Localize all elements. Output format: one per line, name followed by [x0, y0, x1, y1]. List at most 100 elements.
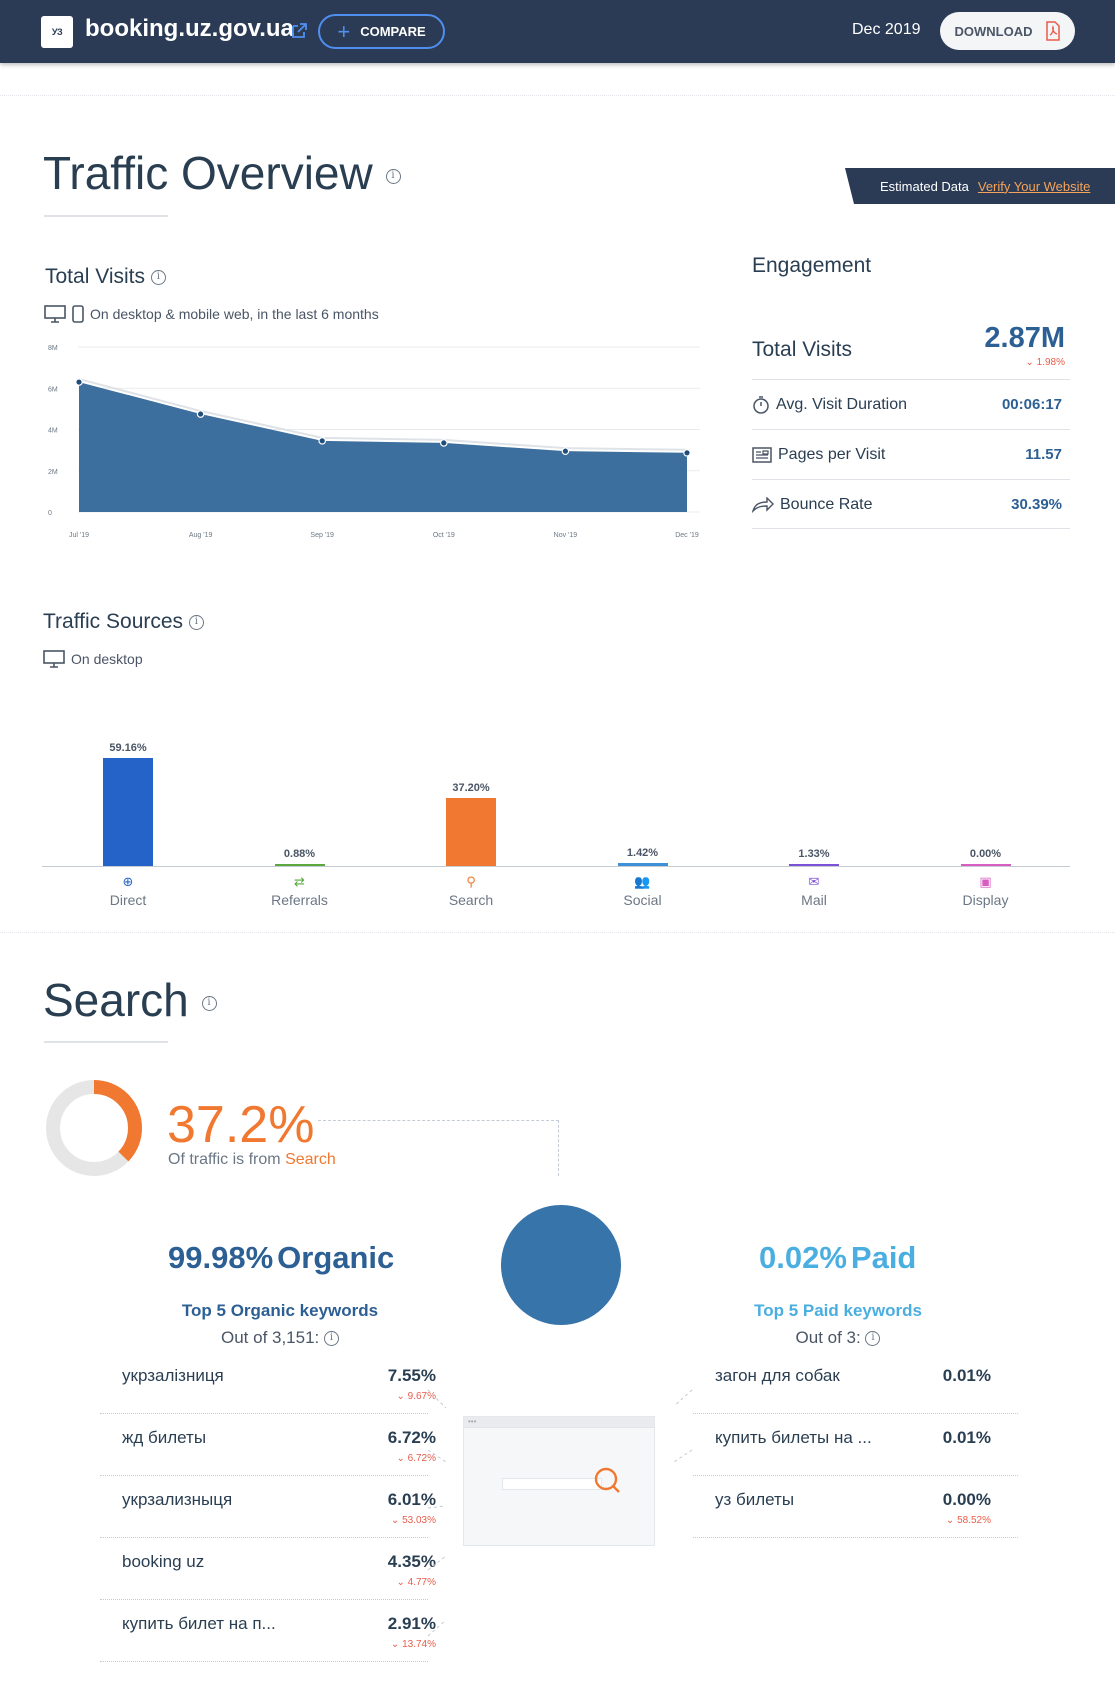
paid-keywords-title: Top 5 Paid keywords — [754, 1301, 922, 1320]
keyword-text: укрзализныця — [122, 1490, 233, 1509]
total-visits-chart: 0 2M 4M 6M 8M Jul '19 Aug '19 Sep '19 Oct '19 Nov… — [48, 345, 700, 539]
source-bar[interactable] — [789, 863, 839, 866]
traffic-sources-title: Traffic Sources i — [43, 610, 204, 634]
keyword-row[interactable]: уз билеты 0.00% ⌄ 58.52% — [693, 1478, 1018, 1538]
keyword-row[interactable]: укрзалізниця 7.55% ⌄ 9.67% — [100, 1354, 436, 1414]
source-pct-label: 0.00% — [969, 848, 1002, 860]
y-tick-label: 6M — [48, 386, 58, 393]
title-underline — [44, 1041, 168, 1043]
visits-point — [318, 437, 327, 445]
search-icon: ⚲ — [466, 874, 476, 889]
desktop-icon — [44, 305, 66, 323]
keyword-text: загон для собак — [715, 1366, 840, 1385]
organic-label: Organic — [277, 1240, 395, 1275]
visits-point — [683, 449, 691, 457]
search-share-caption: Of traffic is from Search — [168, 1151, 336, 1169]
download-button[interactable]: DOWNLOAD — [940, 12, 1075, 50]
keyword-row[interactable]: купить билеты на ... 0.01% — [693, 1416, 1018, 1476]
estimated-data-banner: Estimated Data Verify Your Website — [845, 168, 1115, 204]
donut-search-segment — [46, 1080, 142, 1176]
source-column-mail: 1.33% ✉ Mail — [728, 730, 898, 920]
pdf-icon — [1045, 21, 1060, 41]
search-share-donut — [46, 1080, 142, 1176]
paid-label: Paid — [850, 1240, 917, 1275]
x-tick-label: Nov '19 — [554, 532, 578, 539]
x-tick-label: Jul '19 — [69, 532, 89, 539]
divider — [0, 95, 1115, 96]
info-icon[interactable]: i — [865, 1331, 881, 1347]
paid-pct: 0.02% — [759, 1240, 847, 1275]
verify-website-link[interactable]: Verify Your Website — [977, 178, 1091, 194]
keyword-share: 2.91% — [387, 1614, 436, 1633]
paid-keywords-count-text: Out of 3: — [795, 1328, 861, 1347]
connector-line — [318, 1120, 559, 1176]
source-column-direct: 59.16% ⊕ Direct — [42, 730, 212, 920]
page-title: Traffic Overview i — [43, 146, 401, 200]
traffic-sources-caption-text: On desktop — [71, 651, 143, 667]
visits-point — [439, 439, 448, 447]
pages-icon — [752, 446, 772, 463]
search-share-caption-highlight: Search — [285, 1151, 336, 1168]
info-icon[interactable]: i — [201, 996, 217, 1012]
search-browser-illustration: ••• — [463, 1416, 655, 1546]
referrals-icon: ⇄ — [294, 874, 305, 889]
info-icon[interactable]: i — [324, 1331, 340, 1347]
logo-text: УЗ — [51, 27, 63, 37]
source-bar[interactable] — [446, 798, 496, 866]
site-logo: УЗ — [41, 16, 73, 48]
keyword-text: купить билеты на ... — [715, 1428, 872, 1447]
visits-line-shadow — [78, 378, 688, 451]
magnifier-icon — [594, 1467, 620, 1493]
source-column-referrals: 0.88% ⇄ Referrals — [214, 730, 384, 920]
info-icon[interactable]: i — [188, 614, 204, 630]
keyword-share: 0.01% — [942, 1366, 991, 1385]
info-icon[interactable]: i — [150, 269, 166, 285]
keyword-text: booking uz — [122, 1552, 205, 1571]
source-name: Social — [623, 892, 662, 908]
keyword-row[interactable]: загон для собак 0.01% — [693, 1354, 1018, 1414]
total-visits-title-text: Total Visits — [45, 265, 145, 288]
visits-area — [79, 382, 687, 512]
keyword-change: ⌄ 9.67% — [396, 1391, 436, 1402]
keyword-change: ⌄ 53.03% — [390, 1515, 436, 1526]
browser-dots-icon: ••• — [464, 1417, 654, 1428]
stopwatch-icon — [753, 395, 769, 414]
y-tick-label: 2M — [48, 469, 58, 476]
paid-title: 0.02% Paid — [759, 1240, 916, 1276]
info-icon[interactable]: i — [385, 169, 401, 185]
title-underline — [44, 215, 168, 217]
source-bar[interactable] — [274, 864, 325, 866]
visits-point — [196, 410, 205, 418]
x-tick-label: Dec '19 — [675, 532, 699, 539]
x-tick-label: Oct '19 — [433, 532, 455, 539]
keyword-share: 6.72% — [387, 1428, 436, 1447]
browser-search-field — [502, 1478, 602, 1490]
keyword-share: 6.01% — [387, 1490, 436, 1509]
keyword-text: купить билет на п... — [122, 1614, 276, 1633]
keyword-change: ⌄ 6.72% — [396, 1453, 436, 1464]
external-link-icon[interactable] — [290, 22, 308, 40]
source-bar[interactable] — [103, 758, 153, 866]
top-bar: УЗ booking.uz.gov.ua + COMPARE Dec 2019 … — [0, 0, 1115, 63]
total-visits-title: Total Visits i — [45, 265, 166, 289]
direct-icon: ⊕ — [122, 874, 134, 889]
keyword-row[interactable]: укрзализныця 6.01% ⌄ 53.03% — [100, 1478, 436, 1538]
source-bar[interactable] — [617, 863, 668, 866]
engagement-row-value: 11.57 — [1025, 446, 1062, 463]
source-bar[interactable] — [960, 864, 1011, 866]
x-tick-label: Sep '19 — [310, 532, 334, 539]
engagement-row-value: 30.39% — [1011, 496, 1062, 513]
site-name[interactable]: booking.uz.gov.ua — [85, 15, 294, 42]
display-icon: ▣ — [979, 874, 992, 889]
keyword-share: 4.35% — [387, 1552, 436, 1571]
keyword-change: ⌄ 58.52% — [945, 1515, 991, 1526]
engagement-row-duration: Avg. Visit Duration 00:06:17 — [752, 379, 1070, 429]
date-selector[interactable]: Dec 2019 — [852, 21, 921, 38]
visits-point — [561, 447, 570, 455]
page-title-text: Traffic Overview — [43, 147, 373, 199]
compare-button[interactable]: + COMPARE — [318, 14, 445, 49]
keyword-row[interactable]: жд билеты 6.72% ⌄ 6.72% — [100, 1416, 436, 1476]
keyword-row[interactable]: booking uz 4.35% ⌄ 4.77% — [100, 1540, 436, 1600]
source-pct-label: 1.33% — [798, 847, 830, 860]
keyword-row[interactable]: купить билет на п... 2.91% ⌄ 13.74% — [100, 1602, 436, 1662]
